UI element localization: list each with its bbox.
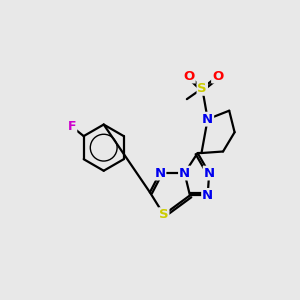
Text: N: N <box>179 167 190 180</box>
Text: N: N <box>202 189 213 202</box>
Text: S: S <box>159 208 169 221</box>
Text: O: O <box>212 70 223 83</box>
Text: F: F <box>68 120 76 134</box>
Text: N: N <box>202 113 213 126</box>
Text: N: N <box>154 167 166 180</box>
Text: N: N <box>204 167 215 180</box>
Text: O: O <box>184 70 195 83</box>
Text: S: S <box>197 82 207 95</box>
